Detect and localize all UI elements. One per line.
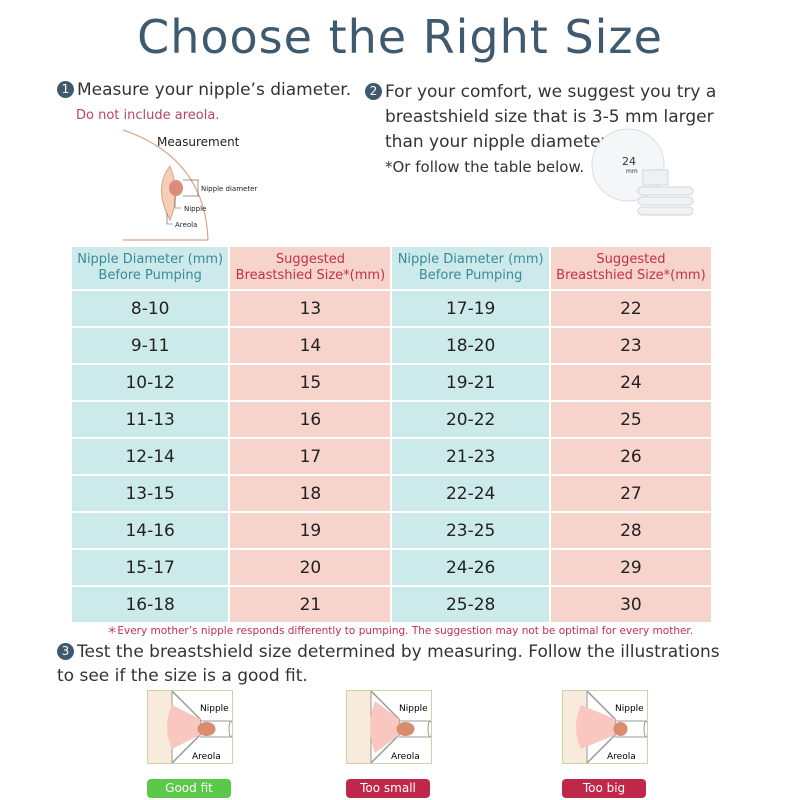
nipple-label: Nipple xyxy=(184,205,206,213)
column-header-line: Before Pumping xyxy=(418,268,523,283)
shield-size-cell: 26 xyxy=(550,439,711,474)
measurement-diagram: Measurement Nipple diameter Nipple Areol… xyxy=(122,129,257,241)
step-1-note: Do not include areola. xyxy=(76,108,220,123)
shield-size-cell: 24 xyxy=(550,365,711,400)
areola-label: Areola xyxy=(192,752,221,762)
nipple-diameter-cell: 19-21 xyxy=(392,365,549,400)
column-header: Suggested Breastshied Size*(mm) xyxy=(550,247,711,289)
table-header: Nipple Diameter (mm) Before Pumping Sugges… xyxy=(72,247,711,289)
nipple-diameter-cell: 21-23 xyxy=(392,439,549,474)
nipple-label: Nipple xyxy=(399,704,428,714)
nipple-diameter-cell: 8-10 xyxy=(72,291,229,326)
nipple-diameter-label: Nipple diameter xyxy=(201,185,257,193)
step-3-text: Test the breastshield size determined by… xyxy=(57,642,720,686)
step-2-line: than your nipple diameter. xyxy=(385,132,612,152)
nipple-diameter-cell: 11-13 xyxy=(72,402,229,437)
nipple-diameter-cell: 12-14 xyxy=(72,439,229,474)
step-1-text: Measure your nipple’s diameter. xyxy=(77,80,352,100)
table-row: 14-16 19 23-25 28 xyxy=(72,513,711,548)
nipple-diameter-cell: 25-28 xyxy=(392,587,549,622)
shield-size-cell: 20 xyxy=(230,550,391,585)
shield-size-cell: 22 xyxy=(550,291,711,326)
nipple-diameter-cell: 17-19 xyxy=(392,291,549,326)
table-row: 10-12 15 19-21 24 xyxy=(72,365,711,400)
shield-size-label: 24 xyxy=(622,155,636,168)
page-title: Choose the Right Size xyxy=(137,10,663,64)
nipple-diameter-cell: 18-20 xyxy=(392,328,549,363)
table-row: 11-13 16 20-22 25 xyxy=(72,402,711,437)
fit-illustration: Nipple Areola xyxy=(562,690,649,764)
shield-size-cell: 28 xyxy=(550,513,711,548)
shield-size-cell: 27 xyxy=(550,476,711,511)
footnote: ＊Every mother’s nipple responds differen… xyxy=(106,625,694,637)
step-number: 2 xyxy=(365,83,382,100)
fit-label: Good fit xyxy=(147,779,231,798)
table-row: 8-10 13 17-19 22 xyxy=(72,291,711,326)
shield-size-cell: 23 xyxy=(550,328,711,363)
step-2-line: breastshield size that is 3-5 mm larger xyxy=(385,107,714,127)
areola-label: Areola xyxy=(175,221,197,229)
nipple-diameter-cell: 22-24 xyxy=(392,476,549,511)
step-2-line: *Or follow the table below. xyxy=(385,158,585,176)
column-header-line: Breastshied Size*(mm) xyxy=(556,268,706,283)
shield-size-cell: 15 xyxy=(230,365,391,400)
table-row: 15-17 20 24-26 29 xyxy=(72,550,711,585)
nipple-diameter-cell: 9-11 xyxy=(72,328,229,363)
column-header-line: Before Pumping xyxy=(98,268,202,283)
fit-label: Too big xyxy=(562,779,646,798)
shield-size-cell: 19 xyxy=(230,513,391,548)
table-row: 12-14 17 21-23 26 xyxy=(72,439,711,474)
step-3: 3 Test the breastshield size determined b… xyxy=(57,640,737,688)
step-2-line: For your comfort, we suggest you try a xyxy=(385,82,717,102)
shield-size-cell: 14 xyxy=(230,328,391,363)
nipple-diameter-cell: 20-22 xyxy=(392,402,549,437)
shield-size-cell: 17 xyxy=(230,439,391,474)
size-table: Nipple Diameter (mm) Before Pumping Sugges… xyxy=(70,245,713,624)
fit-illustration: Nipple Areola xyxy=(346,690,433,764)
nipple-diameter-cell: 16-18 xyxy=(72,587,229,622)
areola-label: Areola xyxy=(391,752,420,762)
shield-size-unit: mm xyxy=(626,168,638,175)
column-header: Suggested Breastshied Size*(mm) xyxy=(230,247,391,289)
column-header-line: Suggested xyxy=(596,252,666,267)
nipple-label: Nipple xyxy=(200,704,229,714)
shield-size-cell: 18 xyxy=(230,476,391,511)
nipple-diameter-cell: 24-26 xyxy=(392,550,549,585)
nipple-diameter-cell: 13-15 xyxy=(72,476,229,511)
table-row: 9-11 14 18-20 23 xyxy=(72,328,711,363)
table-row: 13-15 18 22-24 27 xyxy=(72,476,711,511)
areola-label: Areola xyxy=(607,752,636,762)
column-header: Nipple Diameter (mm) Before Pumping xyxy=(392,247,549,289)
shield-size-cell: 16 xyxy=(230,402,391,437)
column-header-line: Nipple Diameter (mm) xyxy=(77,252,224,267)
fit-label: Too small xyxy=(346,779,430,798)
step-2: 2 For your comfort, we suggest you try a … xyxy=(365,80,725,180)
shield-size-cell: 30 xyxy=(550,587,711,622)
column-header-line: Breastshied Size*(mm) xyxy=(235,268,386,283)
breastshield-image: 24 mm xyxy=(591,128,694,216)
nipple-diameter-cell: 10-12 xyxy=(72,365,229,400)
table-row: 16-18 21 25-28 30 xyxy=(72,587,711,622)
column-header: Nipple Diameter (mm) Before Pumping xyxy=(72,247,229,289)
fit-illustration: Nipple Areola xyxy=(147,690,234,764)
nipple-label: Nipple xyxy=(615,704,644,714)
step-number: 1 xyxy=(57,81,74,98)
shield-size-cell: 29 xyxy=(550,550,711,585)
nipple-diameter-cell: 23-25 xyxy=(392,513,549,548)
shield-size-cell: 25 xyxy=(550,402,711,437)
column-header-line: Nipple Diameter (mm) xyxy=(397,252,544,267)
shield-size-cell: 13 xyxy=(230,291,391,326)
nipple-diameter-cell: 14-16 xyxy=(72,513,229,548)
nipple-diameter-cell: 15-17 xyxy=(72,550,229,585)
diagram-title: Measurement xyxy=(157,135,240,149)
step-1: 1 Measure your nipple’s diameter. xyxy=(57,80,351,100)
shield-size-cell: 21 xyxy=(230,587,391,622)
column-header-line: Suggested xyxy=(275,252,345,267)
step-number: 3 xyxy=(57,643,74,660)
